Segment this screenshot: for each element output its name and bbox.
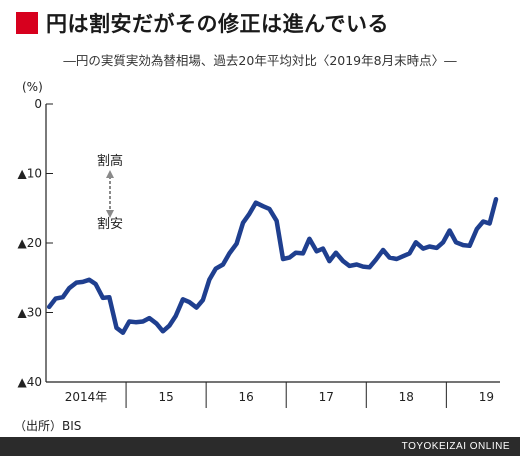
data-point [334, 251, 338, 255]
footer-bar: TOYOKEIZAI ONLINE [0, 437, 520, 456]
data-point [214, 267, 218, 271]
arrow-down-icon [106, 210, 114, 218]
data-point [488, 221, 492, 226]
data-point [421, 247, 425, 251]
x-tick-label: 16 [239, 390, 254, 404]
x-tick-label: 19 [479, 390, 494, 404]
y-tick-label: ▲20 [18, 236, 43, 250]
x-tick-label: 17 [319, 390, 334, 404]
data-point [147, 316, 151, 320]
data-point [321, 247, 325, 251]
data-point [247, 212, 251, 216]
data-point [494, 197, 498, 201]
data-point [347, 264, 352, 268]
data-point [241, 221, 245, 225]
annotation-expensive: 割高 [97, 153, 123, 169]
data-point [187, 300, 191, 304]
data-point [201, 298, 205, 302]
x-tick-label: 18 [399, 390, 414, 404]
data-point [194, 306, 199, 310]
data-point [315, 249, 319, 253]
data-point [127, 319, 131, 324]
title-block: 円は割安だがその修正は進んでいる [16, 8, 389, 38]
data-point [407, 251, 412, 255]
data-point [67, 286, 71, 290]
data-point [275, 219, 279, 223]
data-point [94, 282, 98, 286]
data-point [161, 329, 165, 333]
data-point [261, 204, 265, 208]
data-point [481, 219, 485, 224]
data-point [427, 244, 432, 249]
y-unit-label: (%) [22, 80, 43, 94]
data-point [287, 256, 291, 260]
data-point [47, 305, 51, 309]
y-tick-label: 0 [34, 97, 42, 111]
y-tick-label: ▲10 [18, 167, 43, 181]
data-point [101, 296, 105, 300]
y-tick-label: ▲30 [18, 306, 43, 320]
data-point [381, 248, 385, 252]
chart-subtitle: ―円の実質実効為替相場、過去20年平均対比〈2019年8月末時点〉― [63, 53, 457, 68]
data-point [307, 237, 311, 241]
data-point [367, 265, 372, 269]
source-note: （出所）BIS [14, 419, 82, 433]
data-point [435, 246, 439, 250]
data-point [74, 281, 78, 285]
data-point [475, 227, 479, 231]
data-point [54, 297, 58, 301]
arrow-up-icon [106, 170, 114, 178]
footer-brand: TOYOKEIZAI ONLINE [401, 441, 510, 452]
data-point [141, 319, 145, 324]
data-point [207, 278, 211, 282]
data-point [401, 254, 405, 258]
y-tick-label: ▲40 [18, 375, 43, 389]
data-point [441, 240, 445, 244]
data-point [374, 258, 378, 262]
data-point [395, 257, 399, 261]
data-point [134, 320, 138, 324]
data-point [341, 259, 345, 263]
data-point [181, 297, 185, 301]
data-point [327, 259, 331, 263]
data-point [355, 262, 359, 267]
data-point [154, 322, 159, 326]
data-point [267, 207, 271, 211]
data-point [221, 262, 225, 267]
data-point [107, 295, 111, 299]
data-point [468, 244, 472, 248]
data-point [61, 295, 65, 299]
data-point [81, 280, 85, 284]
data-point [461, 243, 465, 247]
data-point [301, 251, 305, 255]
data-point [361, 265, 365, 269]
title-marker [16, 12, 38, 34]
data-point [167, 324, 171, 328]
data-point [227, 251, 231, 255]
data-point [254, 201, 258, 205]
chart-title: 円は割安だがその修正は進んでいる [46, 12, 389, 36]
data-point [454, 240, 458, 244]
annotation-cheap: 割安 [97, 216, 123, 232]
data-point [294, 251, 298, 255]
data-point [387, 256, 392, 260]
data-point [114, 326, 119, 330]
data-point [235, 242, 239, 246]
x-tick-label: 2014年 [65, 390, 108, 404]
plot-area [46, 196, 499, 335]
data-point [174, 314, 178, 318]
x-tick-label: 15 [158, 390, 173, 404]
data-point [121, 331, 125, 335]
data-point [414, 240, 418, 244]
data-point [448, 228, 452, 233]
data-point [87, 278, 91, 282]
data-point [281, 257, 285, 261]
